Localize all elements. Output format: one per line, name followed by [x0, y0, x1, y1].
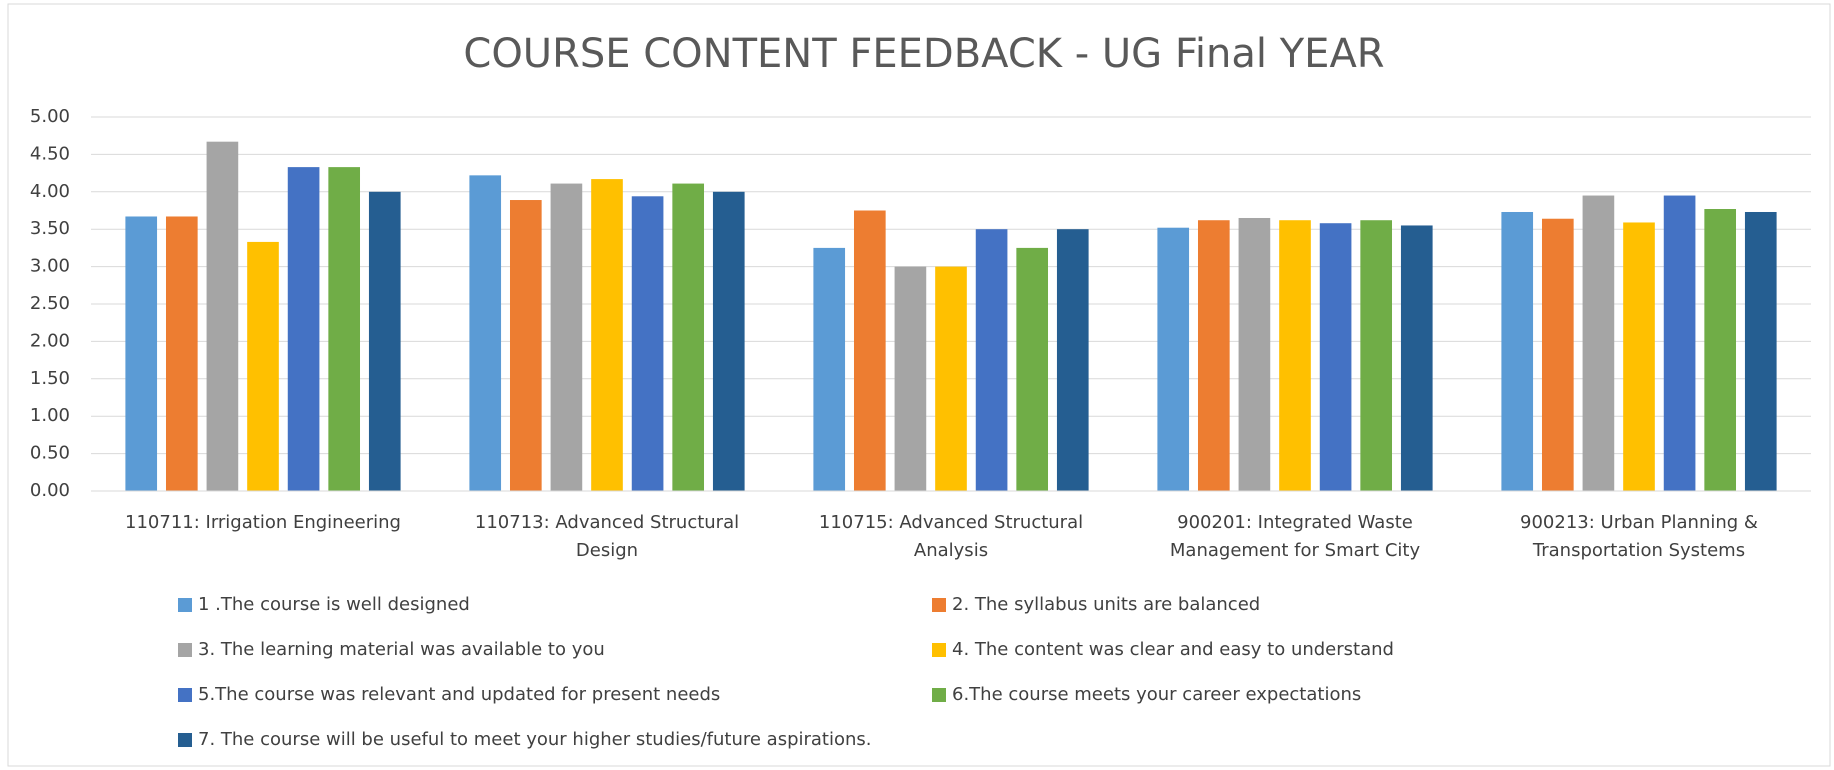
x-tick-label: 900201: Integrated Waste Management for S… — [1170, 512, 1421, 561]
bar — [1541, 218, 1574, 491]
bar — [125, 216, 158, 491]
bar — [813, 247, 846, 491]
bar — [853, 210, 886, 491]
y-tick-label: 1.00 — [30, 405, 70, 426]
y-tick-label: 0.00 — [30, 480, 70, 501]
bar — [509, 200, 542, 491]
bar — [591, 179, 623, 492]
x-tick-label: 900213: Urban Planning & Transportation S… — [1520, 512, 1758, 561]
bar — [1056, 229, 1089, 491]
y-tick-label: 1.50 — [30, 368, 70, 389]
bar — [469, 175, 502, 491]
legend-swatch — [932, 688, 946, 702]
legend-label: 2. The syllabus units are balanced — [952, 594, 1260, 615]
legend-label: 5.The course was relevant and updated fo… — [198, 684, 720, 705]
bar — [1197, 220, 1230, 491]
bar — [1238, 217, 1271, 492]
bar — [1157, 227, 1190, 492]
bar — [1704, 209, 1737, 491]
bar — [1016, 247, 1049, 491]
y-tick-label: 3.50 — [30, 218, 70, 239]
bar — [672, 183, 705, 491]
bar — [1501, 211, 1534, 491]
bar — [894, 266, 927, 491]
y-tick-label: 0.50 — [30, 443, 70, 464]
bar — [1663, 195, 1696, 492]
bar — [712, 191, 745, 492]
bar — [1582, 195, 1615, 492]
legend-label: 1 .The course is well designed — [198, 594, 470, 615]
y-tick-label: 5.00 — [30, 106, 70, 127]
legend-label: 4. The content was clear and easy to und… — [952, 639, 1394, 660]
legend-swatch — [178, 598, 192, 612]
bar — [550, 183, 583, 491]
bar — [287, 167, 320, 491]
bar — [328, 167, 361, 491]
legend-label: 6.The course meets your career expectati… — [952, 684, 1361, 705]
bar — [165, 216, 198, 491]
bar — [1319, 223, 1352, 491]
legend-label: 7. The course will be useful to meet you… — [198, 729, 872, 750]
x-tick-label: 110711: Irrigation Engineering — [125, 512, 401, 533]
bar — [206, 141, 239, 491]
y-tick-label: 2.00 — [30, 330, 70, 351]
y-tick-label: 2.50 — [30, 293, 70, 314]
x-tick-label: 110713: Advanced Structural Design — [475, 512, 739, 561]
bar — [1400, 225, 1433, 491]
bar — [631, 196, 664, 491]
chart-title: COURSE CONTENT FEEDBACK - UG Final YEAR — [463, 31, 1384, 77]
bar — [1623, 222, 1655, 491]
bar — [368, 191, 401, 492]
bar — [1279, 220, 1311, 491]
bar — [975, 229, 1008, 491]
bar — [1744, 211, 1777, 491]
legend-swatch — [178, 688, 192, 702]
y-tick-label: 3.00 — [30, 256, 70, 277]
bar — [935, 266, 967, 491]
bar — [1360, 220, 1393, 491]
y-tick-label: 4.00 — [30, 181, 70, 202]
y-tick-label: 4.50 — [30, 143, 70, 164]
legend-swatch — [178, 643, 192, 657]
legend-swatch — [932, 643, 946, 657]
legend-swatch — [932, 598, 946, 612]
legend-swatch — [178, 733, 192, 747]
legend-label: 3. The learning material was available t… — [198, 639, 605, 660]
x-tick-label: 110715: Advanced Structural Analysis — [819, 512, 1083, 561]
bar — [247, 241, 279, 491]
